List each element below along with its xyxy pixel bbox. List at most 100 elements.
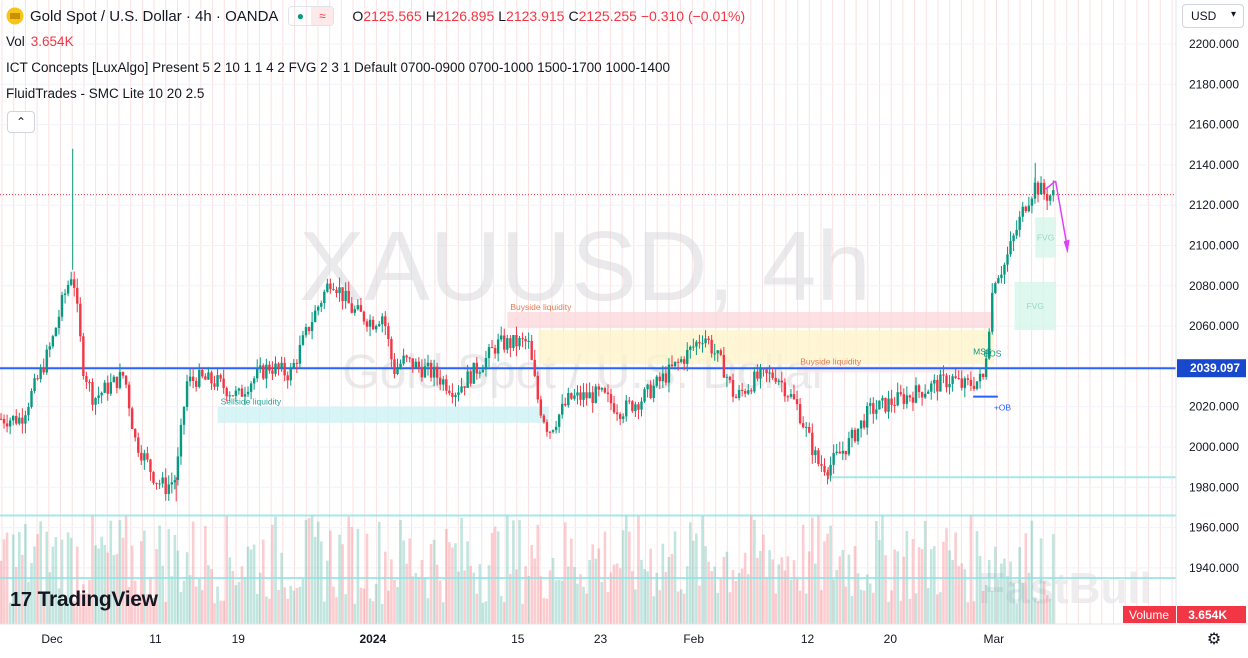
arrowhead-icon (1063, 239, 1070, 254)
volume-bar (72, 600, 76, 624)
symbol-title[interactable]: Gold Spot / U.S. Dollar · 4h · OANDA (30, 7, 279, 25)
candle-body (210, 372, 213, 384)
candle-body (127, 384, 131, 409)
candle-body (951, 376, 954, 384)
volume-bar (640, 559, 643, 624)
candle-body (295, 362, 299, 364)
candle-body (100, 392, 103, 396)
candle-body (658, 376, 661, 382)
volume-bar (289, 585, 293, 624)
tradingview-logo[interactable]: 17 TradingView (10, 588, 158, 612)
candle-body (359, 305, 363, 312)
volume-bar (716, 592, 720, 624)
volume-bar (1018, 547, 1021, 624)
y-tick-label: 2160.000 (1189, 118, 1239, 132)
candle-body (744, 390, 747, 394)
ohlc-key-o: O (352, 8, 364, 24)
volume-bar (1051, 534, 1055, 624)
volume-bar (951, 559, 954, 624)
settings-gear-icon[interactable]: ⚙ (1206, 631, 1222, 648)
volume-bar (536, 524, 540, 624)
candle-body (1009, 241, 1012, 255)
volume-bar (301, 578, 305, 624)
candle-body (805, 426, 808, 428)
candle-body (1000, 274, 1003, 279)
volume-bar (359, 587, 363, 624)
tradingview-logo-text: TradingView (37, 588, 158, 611)
volume-bar (457, 571, 460, 624)
candle-body (606, 392, 610, 395)
ict-indicator-row[interactable]: ICT Concepts [LuxAlgo] Present 5 2 10 1 … (6, 60, 670, 75)
volume-bar (118, 519, 122, 624)
candle-body (564, 403, 567, 406)
volume-bar (524, 566, 527, 624)
candle-body (115, 376, 119, 388)
volume-bar (795, 578, 799, 624)
candle-body (466, 371, 469, 388)
volume-bar (823, 541, 826, 624)
zone-buyside (507, 311, 994, 329)
candle-body (582, 392, 585, 400)
market-status-icon[interactable]: ● (296, 9, 305, 23)
candle-body (841, 450, 844, 454)
candle-body (225, 388, 228, 397)
candle-body (945, 375, 948, 388)
candle-body (771, 372, 774, 378)
volume-bar (262, 539, 265, 624)
volume-bar (286, 598, 289, 624)
y-tick-label: 2020.000 (1189, 400, 1239, 414)
smc-indicator-row[interactable]: FluidTrades - SMC Lite 10 20 2.5 (6, 86, 204, 101)
volume-bar (884, 555, 887, 624)
volume-bar (743, 552, 747, 624)
candle-body (719, 350, 722, 355)
volume-bar (127, 586, 131, 624)
volume-bar (408, 538, 411, 624)
volume-indicator-row[interactable]: Vol 3.654K (6, 34, 74, 49)
candle-body (716, 350, 719, 354)
volume-bar (987, 559, 991, 624)
vol-label: Vol (6, 34, 25, 49)
volume-bar (1045, 595, 1049, 624)
volume-bar (21, 554, 24, 624)
volume-bar (326, 560, 329, 624)
candle-body (631, 401, 634, 412)
candle-body (103, 382, 106, 393)
candle-body (435, 366, 439, 378)
volume-bar (274, 516, 277, 624)
candle-body (506, 338, 509, 350)
candle-body (557, 414, 561, 427)
candle-body (713, 353, 716, 355)
volume-bar (783, 570, 787, 624)
currency-select[interactable]: USD ▾ (1182, 4, 1244, 28)
volume-bar (719, 579, 723, 624)
zone-label-sellside: Sellside liquidity (221, 397, 282, 407)
candle-body (60, 295, 64, 317)
candle-body (283, 362, 286, 376)
candle-body (371, 319, 375, 330)
candle-body (155, 482, 158, 484)
candle-body (432, 366, 436, 378)
candle-body (612, 403, 616, 413)
volume-bar (771, 559, 774, 624)
candle-body (585, 392, 588, 399)
candle-body (695, 341, 698, 347)
volume-bar (585, 593, 588, 624)
volume-bars (0, 514, 1055, 624)
candle-body (609, 394, 613, 404)
volume-bar (957, 566, 960, 624)
candle-body (509, 338, 512, 348)
chart-style-icon[interactable]: ≈ (311, 7, 334, 25)
volume-bar (740, 568, 744, 624)
candle-body (362, 311, 366, 322)
candle-body (76, 287, 79, 304)
volume-bar (167, 529, 171, 624)
candle-body (942, 374, 945, 376)
volume-bar (69, 537, 73, 624)
volume-bar (109, 520, 113, 624)
candle-body (378, 324, 381, 326)
volume-bar (579, 574, 582, 624)
volume-bar (475, 593, 479, 624)
candle-body (859, 420, 863, 429)
collapse-indicators-button[interactable]: ⌃ (7, 111, 35, 133)
